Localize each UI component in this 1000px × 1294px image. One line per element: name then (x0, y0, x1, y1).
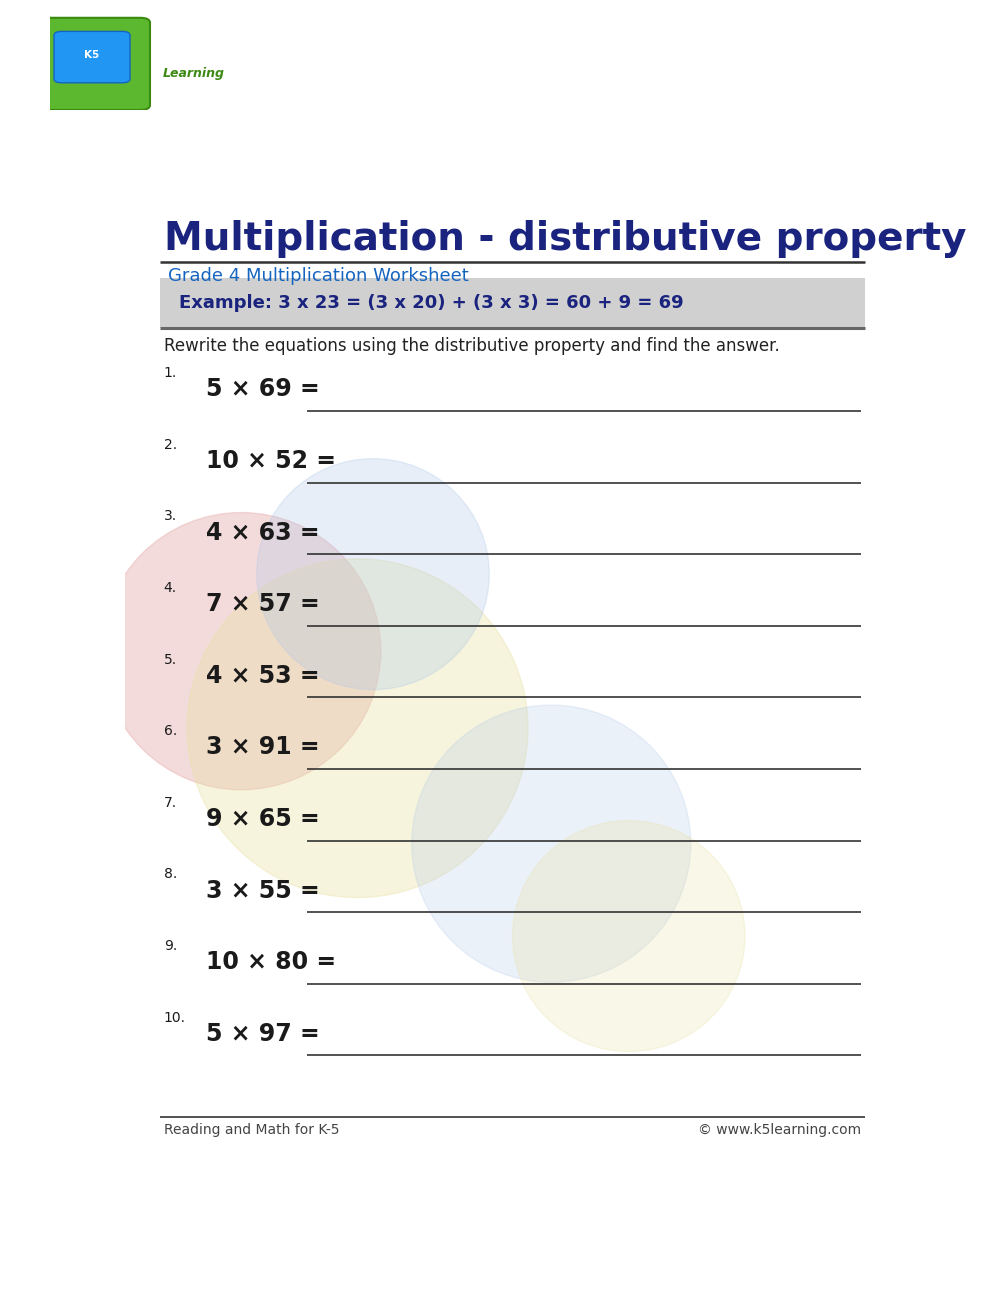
Text: 4 × 63 =: 4 × 63 = (206, 520, 320, 545)
FancyBboxPatch shape (54, 31, 130, 83)
Text: 5.: 5. (164, 652, 177, 666)
Text: Grade 4 Multiplication Worksheet: Grade 4 Multiplication Worksheet (168, 268, 468, 286)
Text: 9 × 65 =: 9 × 65 = (206, 807, 320, 831)
Circle shape (412, 705, 691, 982)
Text: 4 × 53 =: 4 × 53 = (206, 664, 320, 688)
Circle shape (257, 458, 489, 690)
Circle shape (102, 512, 381, 789)
Text: 3.: 3. (164, 510, 177, 523)
Bar (160, 278, 865, 327)
Text: 10.: 10. (164, 1011, 186, 1025)
Text: 3 × 55 =: 3 × 55 = (206, 879, 320, 903)
Text: © www.k5learning.com: © www.k5learning.com (698, 1123, 861, 1137)
Text: Learning: Learning (163, 66, 225, 80)
Text: Rewrite the equations using the distributive property and find the answer.: Rewrite the equations using the distribu… (164, 336, 780, 355)
Text: 3 × 91 =: 3 × 91 = (206, 735, 320, 760)
Text: 7 × 57 =: 7 × 57 = (206, 593, 320, 616)
Text: 1.: 1. (164, 366, 177, 380)
Text: 8.: 8. (164, 867, 177, 881)
Text: 10 × 52 =: 10 × 52 = (206, 449, 336, 474)
FancyBboxPatch shape (40, 18, 150, 110)
Text: K5: K5 (84, 49, 100, 60)
Text: 9.: 9. (164, 939, 177, 952)
Text: Reading and Math for K-5: Reading and Math for K-5 (164, 1123, 339, 1137)
Text: 5 × 97 =: 5 × 97 = (206, 1022, 320, 1046)
Circle shape (187, 559, 528, 898)
Text: 7.: 7. (164, 796, 177, 810)
Text: Multiplication - distributive property: Multiplication - distributive property (164, 220, 966, 259)
Text: 10 × 80 =: 10 × 80 = (206, 950, 336, 974)
Circle shape (512, 820, 745, 1052)
Text: Example: 3 x 23 = (3 x 20) + (3 x 3) = 60 + 9 = 69: Example: 3 x 23 = (3 x 20) + (3 x 3) = 6… (179, 294, 684, 312)
Text: 6.: 6. (164, 725, 177, 738)
Text: 4.: 4. (164, 581, 177, 595)
Text: 2.: 2. (164, 437, 177, 452)
Text: 5 × 69 =: 5 × 69 = (206, 378, 320, 401)
